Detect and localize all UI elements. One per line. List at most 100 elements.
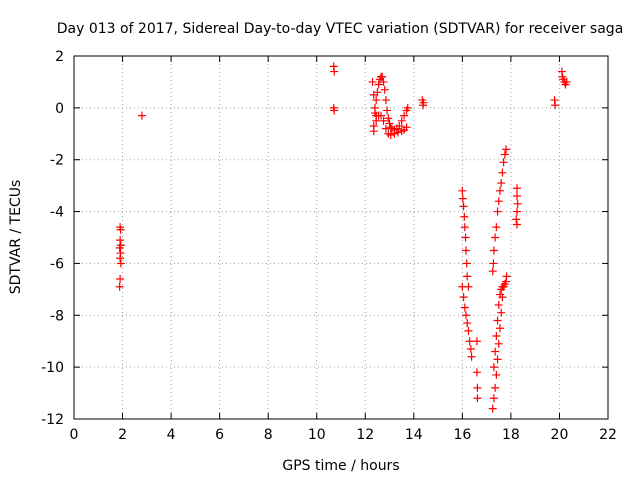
x-tick-label: 14 <box>405 427 423 443</box>
data-point <box>499 158 508 167</box>
data-point <box>460 212 469 221</box>
data-point <box>462 246 471 255</box>
data-point <box>493 355 502 364</box>
x-tick-label: 0 <box>70 427 79 443</box>
data-point <box>472 368 481 377</box>
x-tick-label: 12 <box>356 427 374 443</box>
data-point <box>463 272 472 281</box>
x-tick-label: 22 <box>599 427 617 443</box>
y-tick-label: -4 <box>50 205 64 221</box>
y-tick-label: 0 <box>55 101 64 117</box>
data-point <box>379 116 388 125</box>
data-point <box>462 311 471 320</box>
x-tick-label: 4 <box>167 427 176 443</box>
data-point <box>458 194 467 203</box>
data-point <box>115 243 124 252</box>
data-point <box>502 145 511 154</box>
data-point <box>493 207 502 216</box>
data-point <box>116 274 125 283</box>
data-point <box>460 303 469 312</box>
data-point <box>397 116 406 125</box>
data-point <box>495 290 504 299</box>
data-point <box>512 192 521 201</box>
data-point <box>512 215 521 224</box>
data-point <box>497 308 506 317</box>
data-point <box>460 223 469 232</box>
data-point <box>491 383 500 392</box>
data-point <box>368 77 377 86</box>
data-point <box>467 352 476 361</box>
data-point <box>394 128 403 137</box>
data-point <box>494 339 503 348</box>
data-point <box>400 111 409 120</box>
y-tick-label: -8 <box>50 308 64 324</box>
data-point <box>489 246 498 255</box>
data-point <box>513 199 522 208</box>
data-point <box>116 236 125 245</box>
y-tick-label: -2 <box>50 153 64 169</box>
x-tick-label: 8 <box>264 427 273 443</box>
data-point <box>137 111 146 120</box>
data-point <box>465 337 474 346</box>
data-point <box>494 300 503 309</box>
data-point <box>116 259 125 268</box>
data-point <box>502 272 511 281</box>
x-tick-label: 2 <box>118 427 127 443</box>
data-point <box>370 103 379 112</box>
data-point <box>459 293 468 302</box>
data-point <box>380 85 389 94</box>
data-point <box>459 202 468 211</box>
x-tick-label: 18 <box>502 427 520 443</box>
data-point <box>473 394 482 403</box>
data-point <box>402 123 411 132</box>
data-point <box>419 98 428 107</box>
data-point <box>379 77 388 86</box>
x-tick-label: 10 <box>308 427 326 443</box>
y-axis-label: SDTVAR / TECUs <box>8 180 24 295</box>
data-point <box>498 282 507 291</box>
data-point <box>489 394 498 403</box>
y-tick-label: -6 <box>50 256 64 272</box>
x-tick-label: 16 <box>453 427 471 443</box>
data-point <box>369 90 378 99</box>
data-point <box>466 344 475 353</box>
x-tick-labels: 0 2 4 6 8 10 12 14 16 18 20 22 <box>70 427 617 443</box>
data-point <box>403 103 412 112</box>
data-point <box>512 184 521 193</box>
data-point <box>494 197 503 206</box>
data-point <box>385 119 394 128</box>
data-points <box>115 62 571 413</box>
data-point <box>498 168 507 177</box>
data-point <box>381 124 390 133</box>
data-point <box>492 223 501 232</box>
data-point <box>488 267 497 276</box>
data-point <box>458 282 467 291</box>
data-point <box>372 96 381 105</box>
data-point <box>492 370 501 379</box>
data-point <box>491 233 500 242</box>
x-tick-label: 20 <box>551 427 569 443</box>
data-point <box>461 233 470 242</box>
data-point <box>330 106 339 115</box>
data-point <box>372 111 381 120</box>
data-point <box>473 383 482 392</box>
grid <box>74 56 608 419</box>
x-tick-label: 6 <box>215 427 224 443</box>
x-axis-label: GPS time / hours <box>282 458 399 474</box>
data-point <box>492 332 501 341</box>
data-point <box>384 114 393 123</box>
data-point <box>381 96 390 105</box>
y-tick-labels: -12 -10 -8 -6 -4 -2 0 2 <box>41 49 64 428</box>
data-point <box>462 259 471 268</box>
data-point <box>116 225 125 234</box>
data-point <box>383 106 392 115</box>
y-tick-label: -12 <box>41 412 64 428</box>
data-point <box>512 207 521 216</box>
plot-frame <box>73 55 609 420</box>
data-point <box>395 122 404 131</box>
data-point <box>386 131 395 140</box>
axis-ticks <box>73 55 609 420</box>
data-point <box>551 101 560 110</box>
data-point <box>369 127 378 136</box>
